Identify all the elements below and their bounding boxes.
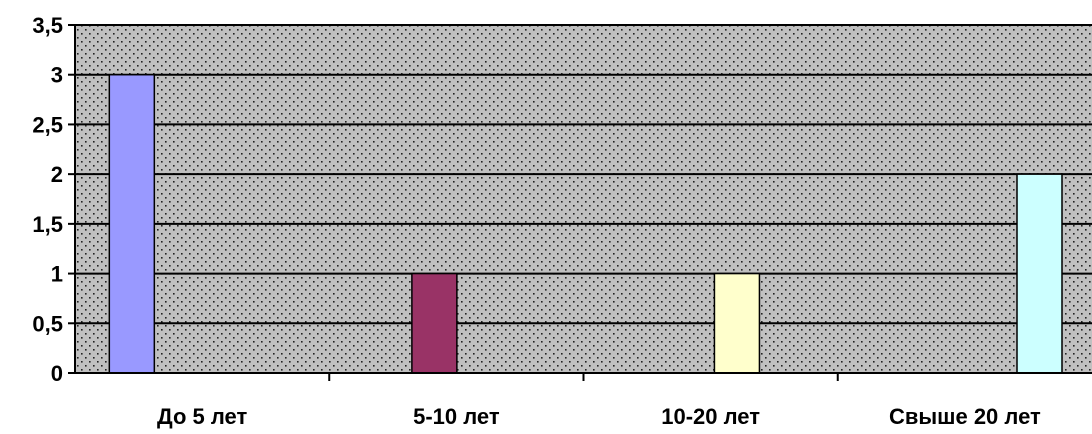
x-tick-label: Свыше 20 лет — [889, 404, 1041, 429]
plot-area — [75, 25, 1092, 373]
y-tick-label: 1 — [51, 262, 63, 287]
y-tick-label: 3 — [51, 63, 63, 88]
x-tick-label: 10-20 лет — [661, 404, 760, 429]
bar — [411, 272, 458, 374]
y-tick-label: 2,5 — [32, 112, 63, 137]
y-tick-label: 2 — [51, 162, 63, 187]
gridlines — [75, 24, 1092, 325]
y-tick-label: 0,5 — [32, 311, 63, 336]
x-tick-label: 5-10 лет — [413, 404, 500, 429]
bar — [713, 272, 761, 374]
x-axis-tick-labels: До 5 лет 5-10 лет 10-20 лет Свыше 20 лет — [157, 404, 1041, 429]
y-axis-tick-labels: 0 0,5 1 1,5 2 2,5 3 3,5 — [32, 13, 63, 386]
bar — [108, 73, 156, 374]
x-tick-label: До 5 лет — [157, 404, 247, 429]
axes — [68, 24, 1092, 381]
y-tick-label: 0 — [51, 361, 63, 386]
y-tick-label: 3,5 — [32, 13, 63, 38]
y-tick-label: 1,5 — [32, 212, 63, 237]
bar — [1016, 173, 1063, 374]
